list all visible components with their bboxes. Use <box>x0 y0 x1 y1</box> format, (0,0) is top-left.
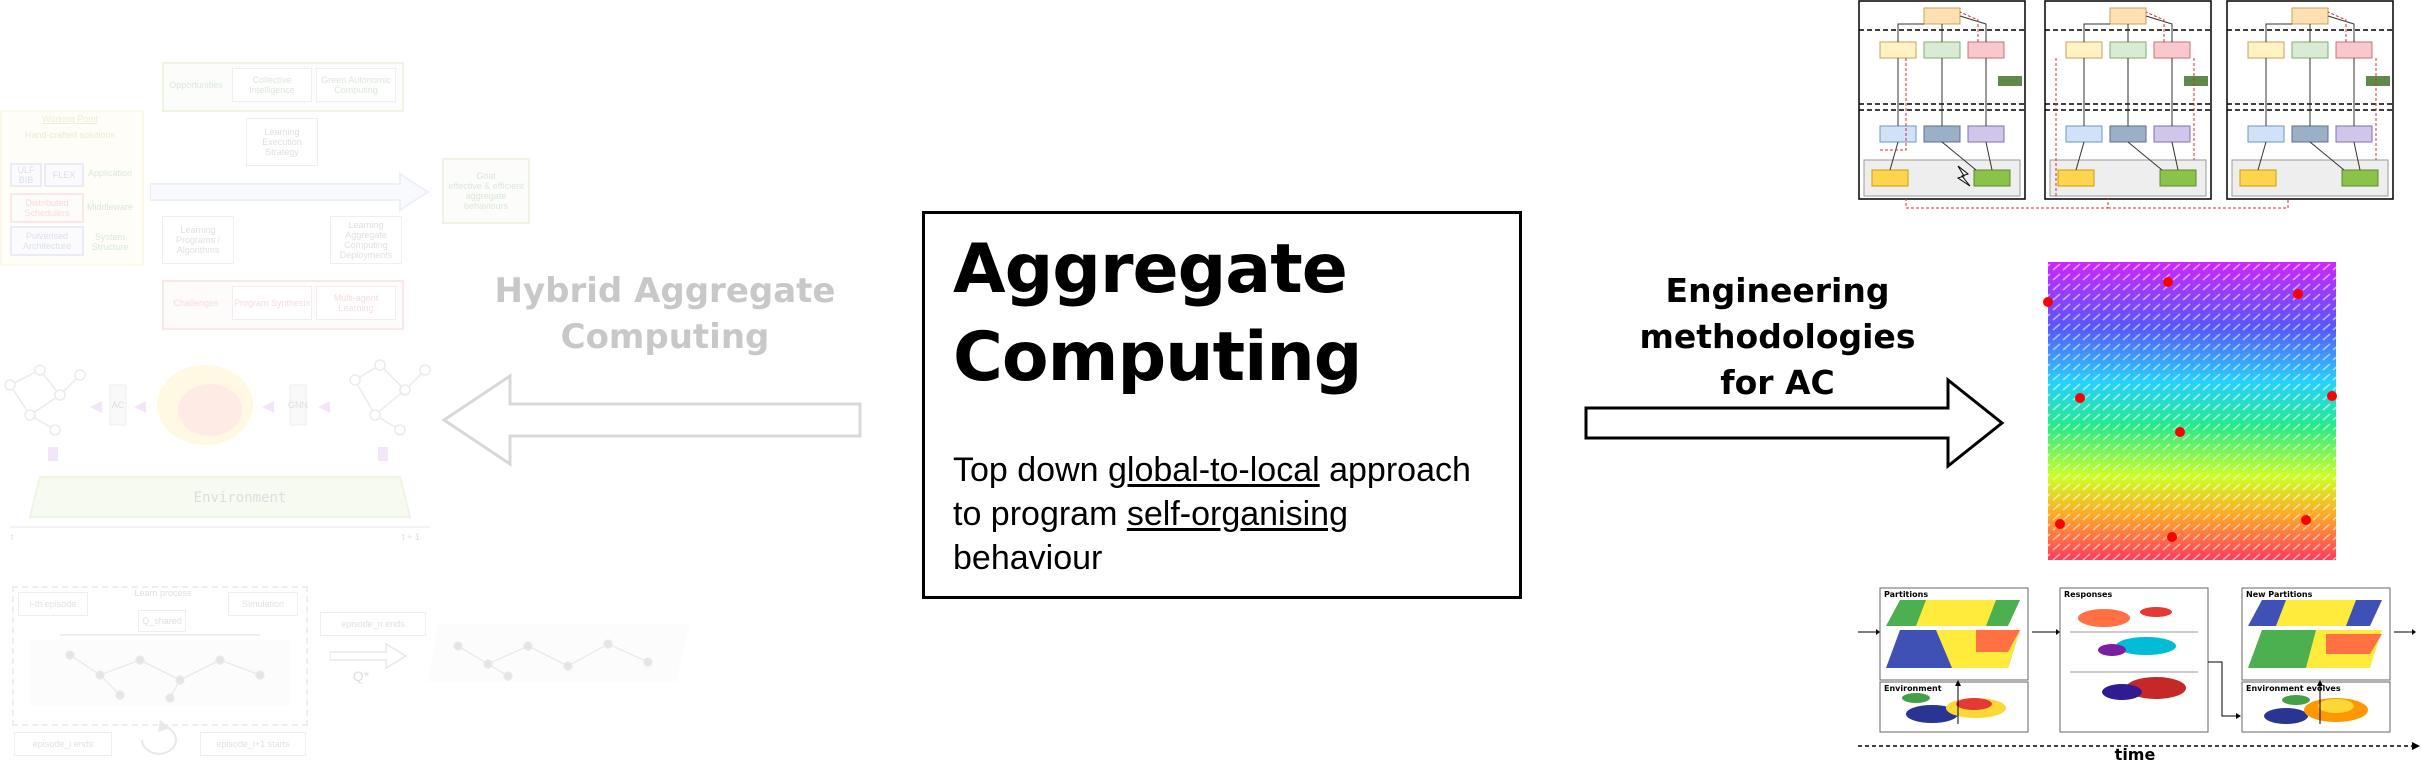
episode-starts-box: episode_i+1 starts <box>200 732 306 756</box>
system-structure-label: System Structure <box>91 232 129 252</box>
goal-label: Goal <box>476 171 496 181</box>
main-description: Top down global-to-local approach to pro… <box>953 448 1513 580</box>
ulf-box: ULF BIB <box>10 163 42 187</box>
left-arrow <box>441 373 862 467</box>
multiagent-box: Multi-agent Learning <box>316 286 396 320</box>
aggregate-computing-box: Aggregate Computing Top down global-to-l… <box>922 211 1522 599</box>
desc-part3: to program <box>953 495 1127 533</box>
q-star-label: Q* <box>352 668 370 684</box>
ac-label: AC <box>111 400 125 410</box>
hand-crafted-label: Hand-crafted solutions <box>24 130 116 140</box>
q-shared-box: Q_shared <box>138 610 186 632</box>
desc-link-global-to-local: global-to-local <box>1108 451 1320 489</box>
q-star-graph <box>428 624 690 682</box>
gnn-label: GNN <box>288 400 308 410</box>
desc-part4: behaviour <box>953 539 1103 577</box>
architecture-diagram-3 <box>2226 0 2394 200</box>
learning-programs-box: Learning Programs / Algorithms <box>162 216 234 264</box>
application-label: Application <box>87 168 133 178</box>
loop-arrow <box>141 720 177 755</box>
architecture-panel-1 <box>1858 0 2026 200</box>
episode-n-ends-box: episode_n ends <box>320 612 426 636</box>
goal-desc: effective & efficient aggregate behaviou… <box>448 181 524 211</box>
panel-2-label: Responses <box>2064 590 2113 599</box>
panel-1-sub: Environment <box>1884 684 1942 693</box>
episode-graph <box>30 634 290 706</box>
ac-gnn-flow <box>4 359 431 528</box>
simulation-box: Simulation <box>228 592 298 616</box>
middleware-label: Middleware <box>86 202 134 212</box>
working-point-label: Working Point <box>42 114 98 124</box>
timeline-svg <box>1858 587 2420 750</box>
pulverised-box: Pulverised Architecture <box>10 226 84 256</box>
engineering-title-line2: for AC <box>1720 363 1835 402</box>
episode-ends-box: episode_i ends <box>14 732 112 756</box>
challenges-label: Challenges <box>173 298 219 308</box>
goal-arrow <box>150 172 430 212</box>
flex-box: FLEX <box>44 163 84 187</box>
main-title-line1: Aggregate <box>953 230 1348 309</box>
timeline-figure: Partitions Environment Responses New Par… <box>1856 582 2421 750</box>
desc-part2: approach <box>1319 451 1471 489</box>
hybrid-diagram: Working Point Hand-crafted solutions ULF… <box>0 0 700 780</box>
learning-execution-box: Learning Execution Strategy <box>246 118 318 166</box>
challenges-row <box>162 280 404 330</box>
hybrid-title-line2: Computing <box>560 317 770 357</box>
collective-intelligence-box: Collective Intelligence <box>232 68 312 102</box>
episode-frame <box>12 586 308 726</box>
panel-3-sub: Environment evolves <box>2246 684 2341 693</box>
goal-box: Goal effective & efficient aggregate beh… <box>442 158 530 224</box>
green-autonomic-box: Green Autonomic Computing <box>316 68 396 102</box>
time-label: time <box>2114 745 2156 764</box>
working-point-panel <box>0 110 144 266</box>
learning-aggregate-box: Learning Aggregate Computing Deployments <box>330 216 402 264</box>
ith-episode-box: i-th episode <box>18 592 88 616</box>
hybrid-title: Hybrid Aggregate Computing <box>480 268 850 360</box>
environment-label: Environment <box>193 490 287 506</box>
architecture-links <box>1905 198 2289 209</box>
panel-1-label: Partitions <box>1884 590 1929 599</box>
engineering-title-line1: Engineering methodologies <box>1639 271 1916 356</box>
main-title-line2: Computing <box>953 318 1362 397</box>
schedulers-box: Distributed Schedulers <box>10 193 84 223</box>
architecture-panel-2 <box>2044 0 2212 200</box>
desc-part1: Top down <box>953 451 1108 489</box>
architecture-diagram-2 <box>2044 0 2212 200</box>
right-arrow <box>1584 376 2005 470</box>
opportunities-label: Opportunities <box>169 80 223 90</box>
learn-process-label: Learn process <box>134 588 192 598</box>
vector-field-plot <box>2042 262 2342 562</box>
vector-field-svg <box>2043 262 2337 560</box>
architecture-diagram-1 <box>1858 0 2026 200</box>
program-synthesis-box: Program Synthesis <box>232 286 312 320</box>
engineering-title: Engineering methodologies for AC <box>1540 268 2015 406</box>
hybrid-title-line1: Hybrid Aggregate <box>494 271 836 311</box>
t-label: t <box>10 532 14 542</box>
t1-label: t + 1 <box>402 532 420 542</box>
q-star-arrow <box>330 642 408 670</box>
opportunities-row <box>162 62 404 112</box>
panel-3-label: New Partitions <box>2246 590 2313 599</box>
main-title: Aggregate Computing <box>953 226 1362 402</box>
architecture-panel-3 <box>2226 0 2394 200</box>
desc-link-self-organising: self-organising <box>1126 495 1348 533</box>
